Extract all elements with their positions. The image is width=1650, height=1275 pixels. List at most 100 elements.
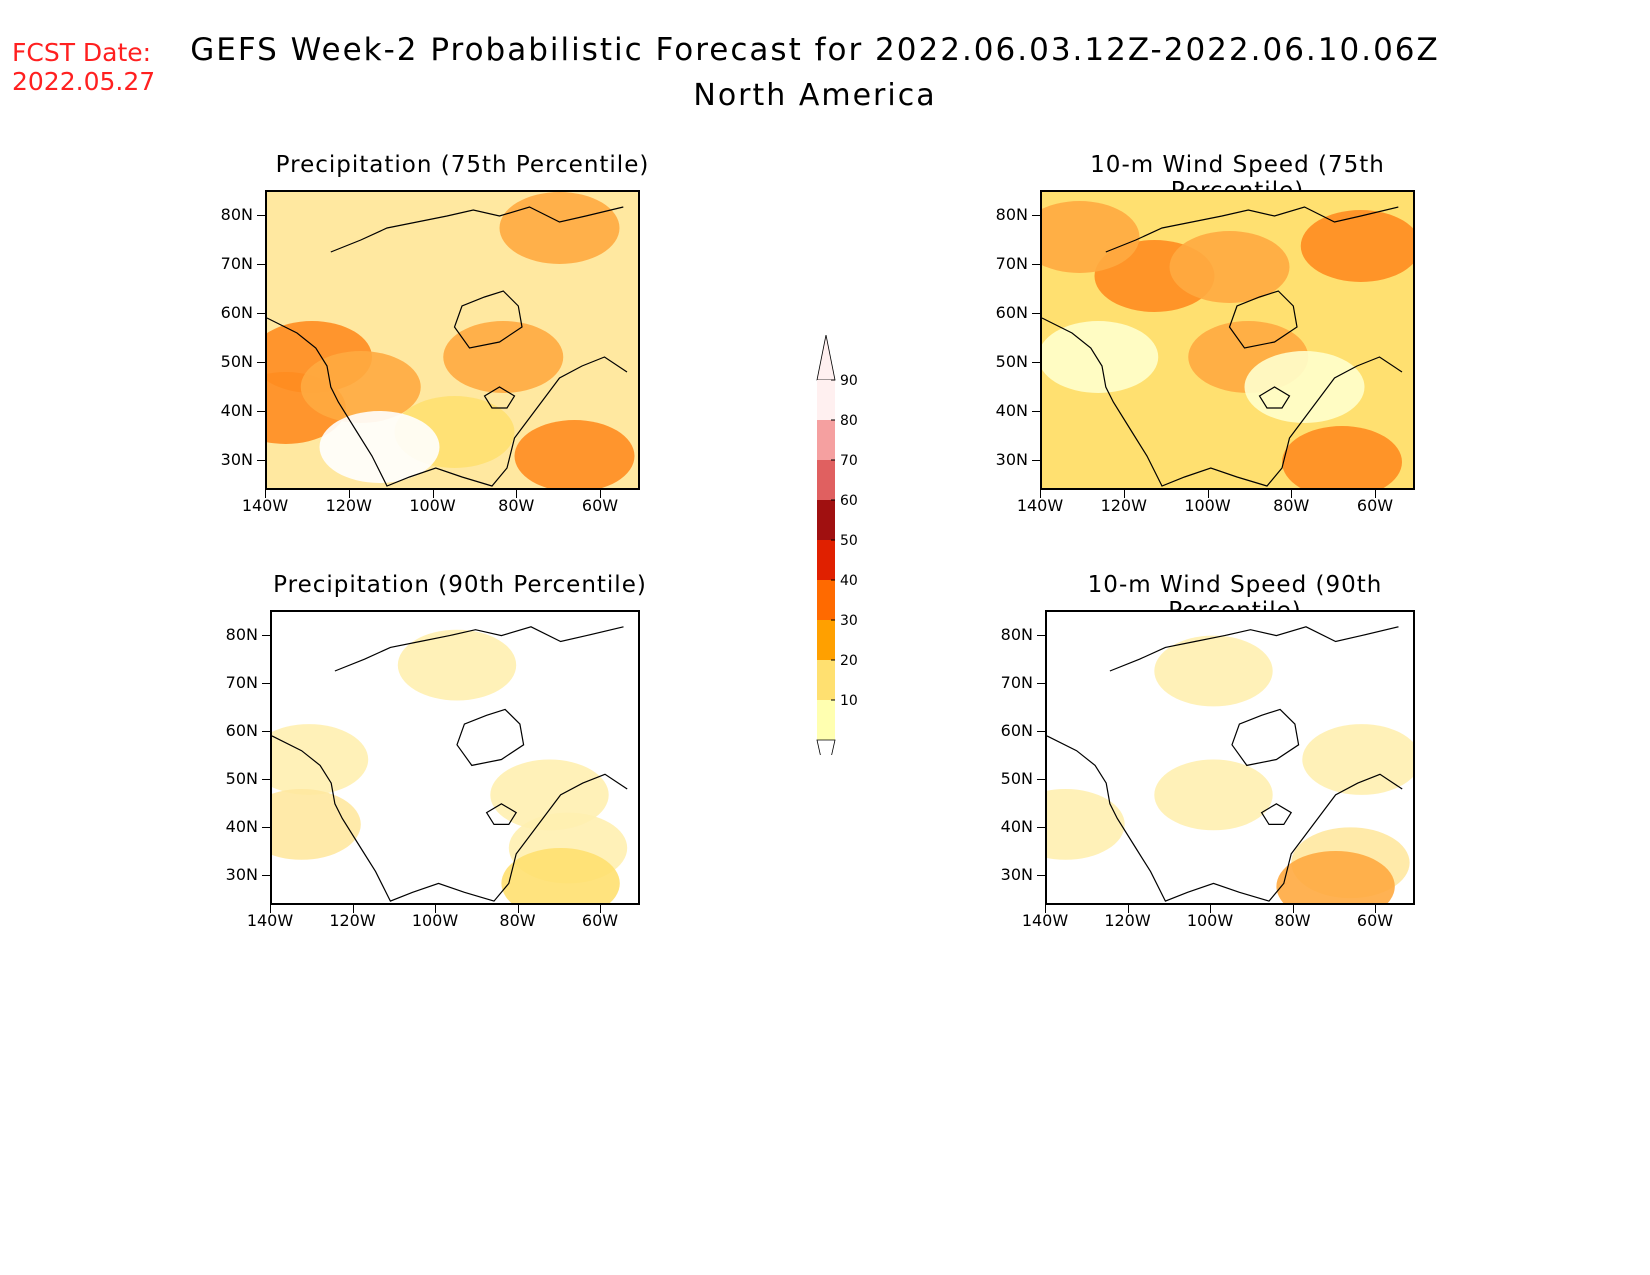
colorbar-label: 40 xyxy=(840,573,858,589)
latitude-label: 50N xyxy=(1000,769,1033,788)
latitude-label: 30N xyxy=(995,450,1028,469)
longitude-label: 60W xyxy=(1356,911,1394,930)
coastline xyxy=(267,206,628,487)
probability-region xyxy=(1276,850,1395,903)
longitude-label: 140W xyxy=(1016,496,1064,515)
longitude-tick xyxy=(516,490,518,498)
latitude-label: 80N xyxy=(225,625,258,644)
map-plot xyxy=(1040,190,1415,490)
colorbar-label: 50 xyxy=(840,533,858,549)
longitude-tick xyxy=(352,905,354,913)
coastline xyxy=(1042,206,1403,487)
latitude-tick xyxy=(1032,362,1040,363)
probability-region xyxy=(499,192,620,264)
probability-region xyxy=(300,351,421,423)
probability-region xyxy=(1047,789,1125,860)
latitude-tick xyxy=(1032,411,1040,412)
latitude-tick xyxy=(262,779,270,780)
latitude-label: 40N xyxy=(995,401,1028,420)
longitude-label: 80W xyxy=(498,496,535,515)
latitude-tick xyxy=(257,215,265,216)
latitude-label: 80N xyxy=(995,205,1028,224)
latitude-label: 60N xyxy=(225,721,258,740)
latitude-label: 70N xyxy=(220,254,253,273)
coastline xyxy=(1047,626,1403,902)
probability-region xyxy=(514,420,635,488)
longitude-label: 140W xyxy=(241,496,289,515)
latitude-tick xyxy=(1032,264,1040,265)
forecast-date-label: FCST Date: xyxy=(12,38,152,67)
colorbar-label: 90 xyxy=(840,373,858,389)
colorbar-cap-top xyxy=(816,335,836,381)
map-plot xyxy=(270,610,640,905)
latitude-tick xyxy=(262,827,270,828)
longitude-tick xyxy=(600,490,601,498)
probability-region xyxy=(1154,635,1273,707)
latitude-label: 50N xyxy=(220,352,253,371)
longitude-label: 80W xyxy=(499,911,536,930)
longitude-label: 100W xyxy=(1186,911,1234,930)
longitude-label: 120W xyxy=(329,911,376,930)
probability-region xyxy=(490,759,609,831)
longitude-tick xyxy=(1291,490,1293,498)
probability-region xyxy=(443,321,564,393)
latitude-tick xyxy=(257,362,265,363)
colorbar-segment xyxy=(817,660,835,700)
map-shading xyxy=(267,192,635,488)
map-plot xyxy=(1045,610,1415,905)
latitude-label: 60N xyxy=(220,303,253,322)
latitude-tick xyxy=(1032,313,1040,314)
latitude-tick xyxy=(257,264,265,265)
longitude-tick xyxy=(517,905,519,913)
latitude-tick xyxy=(1037,827,1045,828)
longitude-tick xyxy=(1040,490,1041,498)
probability-region xyxy=(1300,210,1413,282)
latitude-tick xyxy=(257,460,265,461)
longitude-tick xyxy=(270,905,271,913)
colorbar-label: 20 xyxy=(840,653,858,669)
latitude-tick xyxy=(1037,635,1045,636)
latitude-tick xyxy=(1032,460,1040,461)
forecast-date-block: FCST Date: 2022.05.27 xyxy=(12,38,155,96)
latitude-tick xyxy=(1037,779,1045,780)
colorbar-segment xyxy=(817,380,835,420)
probability-region xyxy=(1169,231,1290,303)
probability-region xyxy=(272,789,361,860)
latitude-tick xyxy=(1037,683,1045,684)
map-shading xyxy=(1042,201,1413,488)
longitude-label: 120W xyxy=(325,496,372,515)
probability-region xyxy=(1042,201,1140,273)
coastline xyxy=(272,626,628,902)
latitude-label: 70N xyxy=(1000,673,1033,692)
longitude-label: 60W xyxy=(1356,496,1394,515)
latitude-label: 60N xyxy=(1000,721,1033,740)
probability-region xyxy=(1154,759,1273,831)
longitude-label: 120W xyxy=(1100,496,1147,515)
longitude-tick xyxy=(1210,905,1211,913)
latitude-label: 80N xyxy=(1000,625,1033,644)
longitude-tick xyxy=(348,490,350,498)
map-shading xyxy=(272,626,628,903)
probability-region xyxy=(501,848,620,903)
latitude-tick xyxy=(1032,215,1040,216)
longitude-tick xyxy=(1127,905,1129,913)
longitude-label: 100W xyxy=(409,496,456,515)
probability-region xyxy=(272,724,369,795)
longitude-label: 80W xyxy=(1274,911,1311,930)
longitude-label: 140W xyxy=(1021,911,1069,930)
latitude-tick xyxy=(1037,731,1045,732)
region-subtitle: North America xyxy=(693,78,937,113)
probability-region xyxy=(1244,351,1365,423)
latitude-label: 50N xyxy=(225,769,258,788)
longitude-tick xyxy=(1045,905,1046,913)
longitude-label: 100W xyxy=(411,911,459,930)
longitude-label: 60W xyxy=(581,496,619,515)
latitude-label: 40N xyxy=(1000,817,1033,836)
longitude-tick xyxy=(1292,905,1294,913)
longitude-tick xyxy=(1207,490,1209,498)
colorbar-cap-bottom xyxy=(816,739,836,755)
longitude-label: 140W xyxy=(246,911,294,930)
colorbar-label: 60 xyxy=(840,493,858,509)
colorbar-segment xyxy=(817,700,835,740)
latitude-label: 30N xyxy=(220,450,253,469)
